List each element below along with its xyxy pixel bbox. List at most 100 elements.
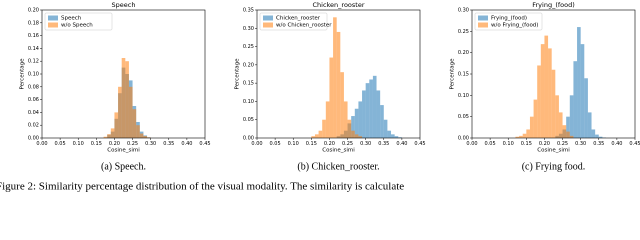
histogram-bar — [136, 125, 140, 138]
histogram-bar — [107, 134, 111, 138]
y-tick-label: 0.06 — [28, 97, 39, 103]
y-tick-label: 0.35 — [243, 8, 254, 14]
histogram-bar — [551, 69, 556, 138]
histogram-bar — [540, 44, 545, 139]
histogram-bar — [358, 136, 363, 138]
chart-title: Chicken_rooster — [312, 1, 364, 9]
x-tick-label: 0.40 — [181, 141, 192, 147]
histogram-bar — [351, 116, 355, 138]
histogram-bar — [139, 133, 144, 138]
histogram-bar — [394, 136, 399, 138]
y-tick-label: 0.10 — [28, 72, 39, 78]
x-tick-label: 0.00 — [466, 141, 477, 147]
x-tick-label: 0.45 — [629, 141, 640, 147]
histogram-bar — [347, 119, 352, 138]
histogram-bar — [103, 136, 108, 138]
x-tick-label: 0.40 — [611, 141, 622, 147]
legend-label: w/o Frying_(food) — [491, 23, 538, 29]
x-tick-label: 0.05 — [55, 141, 66, 147]
x-tick-label: 0.25 — [127, 141, 138, 147]
histogram-bar — [118, 86, 122, 138]
x-tick-label: 0.30 — [145, 141, 156, 147]
histogram-bar — [318, 130, 323, 138]
histogram-bar — [325, 101, 330, 138]
histogram-bar — [569, 135, 574, 138]
histogram-bar — [580, 44, 585, 139]
legend-swatch — [263, 15, 273, 21]
x-tick-label: 0.20 — [539, 141, 550, 147]
histogram-bar — [529, 116, 534, 138]
histogram-bar — [515, 136, 520, 138]
histogram-bar — [372, 75, 377, 138]
legend-box — [44, 12, 113, 31]
x-tick-label: 0.25 — [557, 141, 568, 147]
x-tick-label: 0.10 — [503, 141, 514, 147]
histogram-bar — [143, 136, 148, 138]
x-tick-label: 0.15 — [306, 141, 317, 147]
histogram-bar — [380, 105, 384, 138]
histogram-bar — [595, 134, 599, 138]
histogram-bar — [329, 57, 334, 138]
histogram-bar — [577, 27, 581, 138]
x-tick-label: 0.30 — [360, 141, 371, 147]
x-tick-label: 0.05 — [270, 141, 281, 147]
legend-swatch — [48, 15, 58, 21]
y-tick-label: 0.00 — [243, 136, 254, 142]
histogram-bar — [383, 119, 388, 138]
histogram-bar — [314, 134, 319, 138]
x-tick-label: 0.30 — [575, 141, 586, 147]
histogram-bar — [362, 90, 366, 138]
y-tick-label: 0.18 — [28, 20, 39, 26]
legend-swatch — [263, 22, 273, 28]
y-tick-label: 0.10 — [458, 93, 469, 99]
legend-label: Frying_(food) — [491, 16, 527, 22]
x-tick-label: 0.25 — [342, 141, 353, 147]
histogram-bar — [114, 112, 119, 138]
histogram-bar — [598, 136, 603, 138]
x-tick-label: 0.00 — [36, 141, 47, 147]
y-axis-label: Percentage — [20, 58, 26, 90]
legend-label: w/o Speech — [61, 23, 93, 29]
histogram-bar — [566, 116, 570, 138]
histogram-bar — [591, 129, 596, 138]
x-tick-label: 0.20 — [324, 141, 335, 147]
histogram-bar — [333, 17, 337, 138]
legend-swatch — [48, 22, 58, 28]
histogram-bar — [125, 61, 129, 139]
x-tick-label: 0.35 — [593, 141, 604, 147]
histogram-bar — [537, 65, 541, 138]
y-tick-label: 0.05 — [458, 114, 469, 120]
y-tick-label: 0.12 — [28, 59, 39, 65]
x-tick-label: 0.20 — [109, 141, 120, 147]
histogram-bar — [548, 48, 552, 138]
histogram-bar — [376, 90, 381, 138]
y-tick-label: 0.04 — [28, 110, 39, 116]
y-tick-label: 0.20 — [28, 8, 39, 14]
y-tick-label: 0.30 — [243, 26, 254, 32]
x-tick-label: 0.00 — [251, 141, 262, 147]
histogram-bar — [343, 101, 348, 138]
legend-swatch — [478, 22, 488, 28]
histogram-bar — [387, 130, 392, 138]
plot-frame — [256, 9, 421, 139]
y-tick-label: 0.30 — [458, 8, 469, 14]
histogram-bar — [351, 130, 355, 138]
x-tick-label: 0.15 — [91, 141, 102, 147]
figure-caption: Figure 2: Similarity percentage distribu… — [0, 181, 404, 193]
histogram-bar — [573, 61, 578, 139]
histogram-bar — [398, 137, 402, 138]
histogram-bar — [128, 86, 133, 138]
histogram-bar — [354, 108, 359, 138]
histogram-bar — [566, 131, 570, 138]
histogram-bar — [354, 134, 359, 138]
y-tick-label: 0.16 — [28, 33, 39, 39]
legend-box — [474, 12, 543, 31]
x-tick-label: 0.35 — [163, 141, 174, 147]
histogram-bar — [555, 95, 559, 138]
y-tick-label: 0.15 — [458, 72, 469, 78]
histogram-bar — [558, 112, 563, 138]
histogram-bar — [587, 112, 592, 138]
x-axis-label: Cosine_simi — [107, 148, 140, 154]
histogram-bar — [132, 109, 137, 138]
histogram-bar — [391, 134, 395, 138]
